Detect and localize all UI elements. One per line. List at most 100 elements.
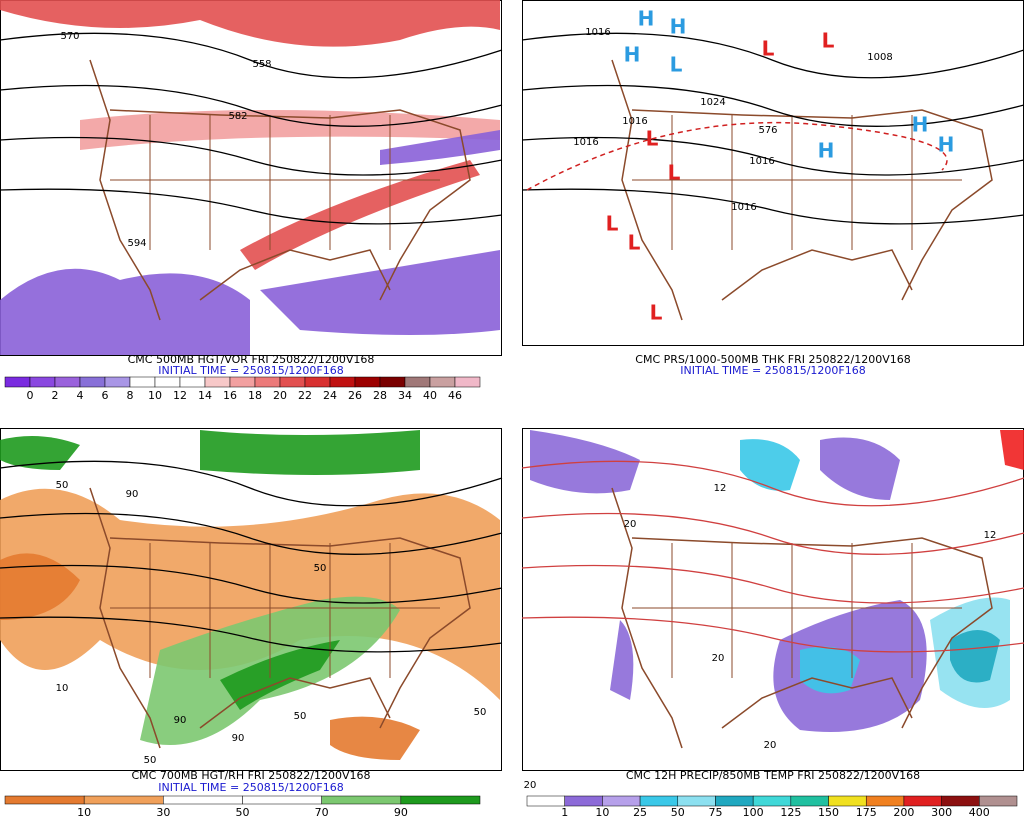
- map-caption: CMC 12H PRECIP/850MB TEMP FRI 250822/120…: [626, 769, 920, 782]
- data-shading: [220, 640, 340, 710]
- contour-label: 12: [714, 483, 727, 494]
- pressure-center: L: [668, 161, 681, 185]
- pressure-center: H: [624, 43, 641, 67]
- data-shading: [0, 436, 80, 470]
- colorbar-cell: [79, 376, 106, 388]
- colorbar-cell: [179, 376, 206, 388]
- data-shading: [740, 439, 800, 491]
- contour: [0, 616, 503, 653]
- colorbar-cell: [790, 795, 829, 807]
- contour-label: 90: [232, 733, 245, 744]
- colorbar-cell: [979, 795, 1018, 807]
- contour: [0, 460, 503, 507]
- contour-label: 50: [144, 755, 157, 766]
- colorbar-label: 10: [148, 389, 162, 402]
- contour: [521, 512, 1024, 555]
- colorbar-label: 400: [969, 806, 990, 819]
- contour-label: 20: [712, 653, 725, 664]
- colorbar-label: 70: [315, 806, 329, 819]
- colorbar-cell: [639, 795, 679, 807]
- data-shading: [200, 430, 420, 475]
- colorbar-label: 28: [373, 389, 387, 402]
- contour-label: 570: [60, 31, 79, 42]
- colorbar-cell: [321, 795, 402, 805]
- colorbar-cell: [677, 795, 716, 807]
- contour-label: 1016: [749, 156, 774, 167]
- colorbar-cell: [400, 795, 481, 805]
- colorbar-cell: [404, 376, 431, 388]
- contour: [0, 512, 503, 555]
- colorbar-cell: [903, 795, 942, 807]
- contour-label: 1016: [573, 137, 598, 148]
- colorbar-cell: [4, 376, 31, 388]
- colorbar-label: 10: [595, 806, 609, 819]
- colorbar-cell: [279, 376, 306, 388]
- colorbar-label: 24: [323, 389, 337, 402]
- colorbar-cell: [254, 376, 281, 388]
- contour-label: 50: [314, 563, 327, 574]
- contour-label: 594: [127, 238, 146, 249]
- colorbar-cell: [229, 376, 256, 388]
- contour-label: 576: [758, 125, 777, 136]
- contour: [521, 188, 1024, 225]
- contour-label: 10: [56, 683, 69, 694]
- contour: [0, 564, 503, 604]
- gulf-coast: [721, 677, 913, 729]
- contour-label: 20: [524, 780, 537, 791]
- colorbar-cell: [204, 376, 231, 388]
- initial-time: INITIAL TIME = 250815/1200F168: [680, 364, 865, 377]
- colorbar-cell: [129, 376, 156, 388]
- colorbar-cell: [715, 795, 754, 807]
- data-shading: [240, 160, 480, 270]
- contour: [521, 564, 1024, 604]
- pressure-center: H: [818, 139, 835, 163]
- colorbar-cell: [752, 795, 792, 807]
- contour: [521, 84, 1024, 127]
- colorbar-cell: [865, 795, 905, 807]
- border: [631, 109, 993, 301]
- colorbar-label: 50: [671, 806, 685, 819]
- colorbar-label: 46: [448, 389, 462, 402]
- contour: [521, 136, 1024, 176]
- contour-label: 90: [174, 715, 187, 726]
- colorbar-cell: [242, 795, 322, 805]
- colorbar-cell: [329, 376, 356, 388]
- map-panel: 50 90 10 50 90 50 50 90 50 CMC 700MB HGT/RH FRI 2…: [0, 428, 503, 819]
- colorbar-cell: [564, 795, 603, 807]
- colorbar-label: 30: [156, 806, 170, 819]
- colorbar-cell: [526, 795, 565, 807]
- contour-label: 20: [764, 740, 777, 751]
- pressure-center: L: [650, 301, 663, 325]
- colorbar-label: 175: [856, 806, 877, 819]
- data-shading: [330, 716, 420, 760]
- contour: [521, 460, 1024, 507]
- border: [109, 109, 471, 301]
- map-caption: CMC PRS/1000-500MB THK FRI 250822/1200V1…: [635, 353, 910, 366]
- colorbar-cell: [29, 376, 56, 388]
- pressure-center: L: [628, 231, 641, 255]
- colorbar-cell: [304, 376, 331, 388]
- colorbar-label: 40: [423, 389, 437, 402]
- colorbar-cell: [828, 795, 867, 807]
- gulf-coast: [199, 677, 391, 729]
- map-panel: 12 20 20 12 20 20 CMC 12H PRECIP/850MB TEMP FR…: [521, 428, 1024, 819]
- contour-label: 90: [126, 489, 139, 500]
- pressure-center: L: [762, 37, 775, 61]
- colorbar-cell: [429, 376, 456, 388]
- colorbar-label: 26: [348, 389, 362, 402]
- colorbar-label: 25: [633, 806, 647, 819]
- colorbar-label: 10: [77, 806, 91, 819]
- colorbar-label: 34: [398, 389, 412, 402]
- data-shading: [950, 630, 1000, 683]
- contour-label: 1024: [700, 97, 725, 108]
- thickness-line: [526, 121, 948, 191]
- colorbar-label: 4: [77, 389, 84, 402]
- coastline: [89, 487, 161, 749]
- colorbar-label: 75: [708, 806, 722, 819]
- data-shading: [1000, 430, 1024, 470]
- colorbar-label: 2: [52, 389, 59, 402]
- colorbar-cell: [154, 376, 181, 388]
- pressure-center: L: [606, 212, 619, 236]
